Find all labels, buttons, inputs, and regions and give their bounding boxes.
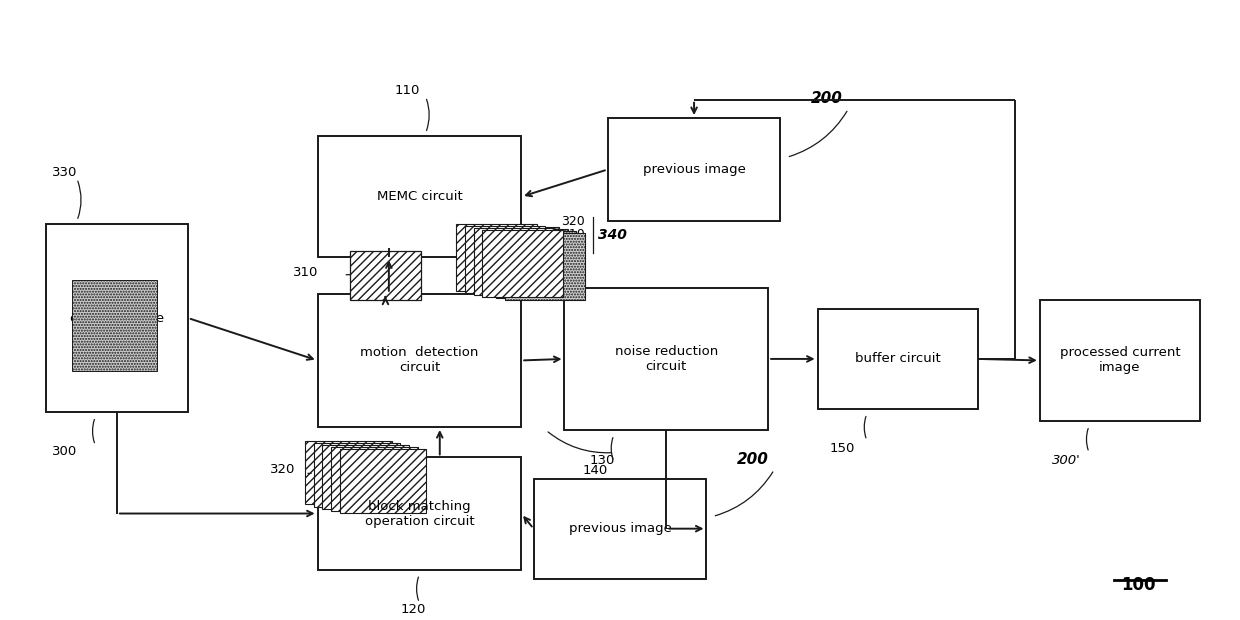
Text: 150: 150 [830, 442, 856, 455]
Text: 110: 110 [394, 84, 420, 97]
Bar [331, 447, 418, 511]
Text: 310: 310 [294, 266, 319, 279]
Text: 330: 330 [562, 242, 585, 255]
Text: processed current
image: processed current image [1060, 347, 1180, 374]
Text: 340: 340 [599, 228, 627, 242]
Text: 140: 140 [583, 464, 608, 477]
Bar [496, 231, 577, 298]
Text: 330: 330 [52, 166, 78, 179]
Text: 310: 310 [562, 228, 585, 241]
Text: previous image: previous image [569, 522, 671, 535]
Bar [482, 231, 563, 297]
Bar [479, 227, 559, 294]
Text: 200: 200 [738, 451, 769, 466]
Text: noise reduction
circuit: noise reduction circuit [615, 345, 718, 373]
Bar [505, 234, 585, 300]
Text: 300: 300 [52, 445, 77, 458]
Bar [350, 251, 422, 300]
Bar [608, 118, 780, 221]
Bar [456, 224, 537, 291]
Bar [1039, 300, 1200, 421]
Bar [465, 226, 546, 293]
Text: 120: 120 [401, 603, 427, 616]
Text: current image: current image [69, 311, 164, 324]
Bar [305, 441, 392, 505]
Bar [487, 229, 568, 296]
Text: MEMC circuit: MEMC circuit [377, 190, 463, 203]
Bar [533, 479, 707, 578]
Text: 320: 320 [562, 215, 585, 228]
Bar [317, 294, 521, 427]
Text: previous image: previous image [642, 163, 745, 176]
Bar [317, 458, 521, 570]
Text: 300': 300' [1052, 454, 1081, 467]
Text: 320: 320 [270, 463, 295, 476]
Bar [317, 136, 521, 257]
Text: motion  detection
circuit: motion detection circuit [360, 347, 479, 374]
Text: block matching
operation circuit: block matching operation circuit [365, 500, 474, 528]
Bar [46, 224, 188, 412]
Bar [340, 450, 427, 513]
Bar [314, 443, 401, 507]
Bar [564, 288, 768, 430]
Bar [72, 280, 156, 371]
Text: buffer circuit: buffer circuit [854, 352, 941, 365]
Text: 200: 200 [811, 91, 843, 106]
Bar [817, 309, 978, 409]
Text: 130: 130 [589, 454, 615, 467]
Bar [474, 228, 554, 295]
Text: 100: 100 [1121, 575, 1156, 594]
Bar [322, 445, 409, 508]
